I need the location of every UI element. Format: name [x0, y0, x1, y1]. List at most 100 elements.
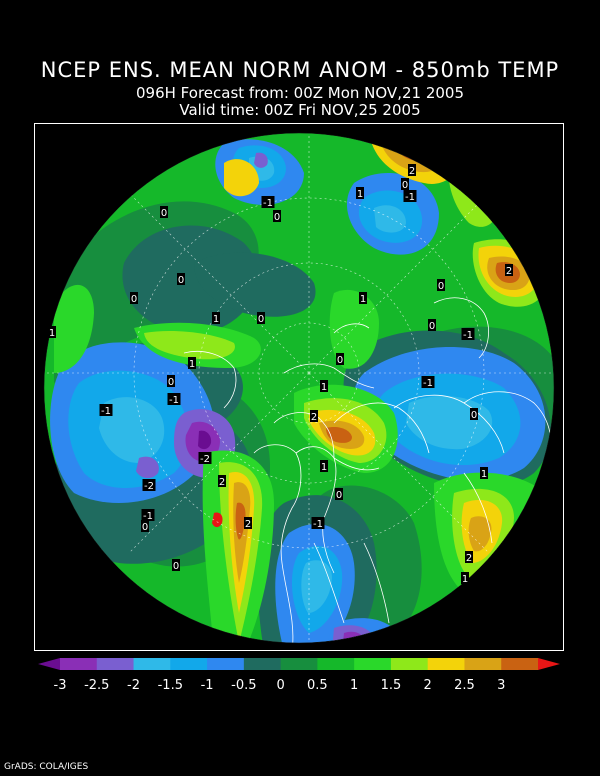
colorbar-tick-label: -2 — [127, 678, 140, 693]
contour-label: 1 — [359, 292, 367, 305]
svg-text:1: 1 — [321, 462, 327, 473]
forecast-line: 096H Forecast from: 00Z Mon NOV,21 2005 — [136, 84, 464, 102]
coastlines — [183, 297, 552, 643]
contour-label: 2 — [310, 410, 318, 423]
contour-label: 0 — [470, 408, 478, 421]
contour-label: 1 — [320, 380, 328, 393]
svg-text:0: 0 — [178, 275, 184, 286]
svg-text:0: 0 — [336, 490, 342, 501]
colorbar-cell — [501, 658, 539, 670]
valid-time-line: Valid time: 00Z Fri NOV,25 2005 — [179, 101, 421, 119]
svg-text:-1: -1 — [423, 378, 433, 389]
colorbar-cell — [38, 658, 60, 670]
contour-label: 1 — [461, 572, 469, 585]
svg-text:-1: -1 — [313, 519, 323, 530]
contour-label: 2 — [244, 517, 252, 530]
contour-label: 0 — [273, 210, 281, 223]
colorbar-tick-label: -1 — [201, 678, 214, 693]
colorbar-cell — [464, 658, 502, 670]
svg-text:1: 1 — [360, 294, 366, 305]
contour-label: 1 — [188, 357, 196, 370]
contour-label: 0 — [172, 559, 180, 572]
grads-credit: GrADS: COLA/IGES — [4, 762, 89, 772]
contour-label: 0 — [428, 319, 436, 332]
svg-text:1: 1 — [481, 469, 487, 480]
svg-text:1: 1 — [189, 359, 195, 370]
graticule — [44, 133, 554, 643]
svg-text:2: 2 — [409, 166, 415, 177]
colorbar-cell — [354, 658, 392, 670]
svg-text:2: 2 — [219, 477, 225, 488]
contour-label: -1 — [311, 517, 325, 530]
svg-text:2: 2 — [311, 412, 317, 423]
svg-text:0: 0 — [337, 355, 343, 366]
colorbar-cell — [170, 658, 208, 670]
contour-label: -1 — [99, 404, 113, 417]
colorbar-tick-label: 2 — [424, 678, 432, 693]
contour-label: 0 — [401, 178, 409, 191]
colorbar: -3 -2.5 -2 -1.5 -1 -0.5 0 0.5 1 1.5 2 2.5 3 — [38, 658, 560, 693]
contour-label: -1 — [403, 190, 417, 203]
colorbar-cell — [427, 658, 465, 670]
svg-text:-2: -2 — [200, 454, 210, 465]
colorbar-cell — [538, 658, 560, 670]
contour-label: -1 — [421, 376, 435, 389]
svg-text:2: 2 — [506, 266, 512, 277]
colorbar-tick-label: 0 — [276, 678, 284, 693]
contour-label: -2 — [142, 479, 156, 492]
svg-text:-1: -1 — [101, 406, 111, 417]
svg-text:-1: -1 — [405, 192, 415, 203]
colorbar-tick-label: -0.5 — [231, 678, 256, 693]
svg-text:2: 2 — [245, 519, 251, 530]
svg-text:0: 0 — [429, 321, 435, 332]
colorbar-tick-label: 2.5 — [454, 678, 475, 693]
svg-text:0: 0 — [471, 410, 477, 421]
contour-label: 0 — [437, 279, 445, 292]
map-title: NCEP ENS. MEAN NORM ANOM - 850mb TEMP — [40, 58, 560, 82]
contour-label: -1 — [167, 393, 181, 406]
colorbar-cell — [390, 658, 429, 670]
colorbar-tick-label: 1.5 — [381, 678, 402, 693]
contour-label: 0 — [335, 488, 343, 501]
svg-text:-1: -1 — [169, 395, 179, 406]
svg-text:-1: -1 — [263, 198, 273, 209]
contour-label: -1 — [261, 196, 275, 209]
contour-label: 2 — [465, 551, 473, 564]
contour-label: 0 — [130, 292, 138, 305]
svg-text:-1: -1 — [143, 511, 153, 522]
contour-label: 1 — [320, 460, 328, 473]
contour-label: 2 — [408, 164, 416, 177]
colorbar-cell — [207, 658, 245, 670]
svg-text:1: 1 — [357, 189, 363, 200]
svg-text:1: 1 — [213, 314, 219, 325]
svg-text:0: 0 — [438, 281, 444, 292]
contour-label: 1 — [212, 312, 220, 325]
svg-text:0: 0 — [168, 377, 174, 388]
contour-label: -2 — [198, 452, 212, 465]
svg-text:0: 0 — [274, 212, 280, 223]
contour-label: 0 — [177, 273, 185, 286]
contour-label: 0 — [336, 353, 344, 366]
colorbar-tick-label: 3 — [497, 678, 505, 693]
contour-label: 0 — [257, 312, 265, 325]
contour-label: 2 — [505, 264, 513, 277]
colorbar-tick-label: -3 — [54, 678, 67, 693]
contour-label: 0 — [160, 206, 168, 219]
svg-text:1: 1 — [462, 574, 468, 585]
svg-text:0: 0 — [131, 294, 137, 305]
svg-text:1: 1 — [321, 382, 327, 393]
map-frame — [34, 123, 564, 651]
colorbar-cell — [60, 658, 98, 670]
colorbar-tick-label: -2.5 — [84, 678, 109, 693]
svg-text:2: 2 — [466, 553, 472, 564]
contour-label: 1 — [356, 187, 364, 200]
svg-text:0: 0 — [142, 522, 148, 533]
colorbar-cell — [133, 658, 171, 670]
colorbar-cell — [280, 658, 318, 670]
svg-text:0: 0 — [161, 208, 167, 219]
colorbar-cell — [317, 658, 355, 670]
colorbar-cell — [96, 658, 135, 670]
contour-label: -1 — [461, 328, 475, 341]
